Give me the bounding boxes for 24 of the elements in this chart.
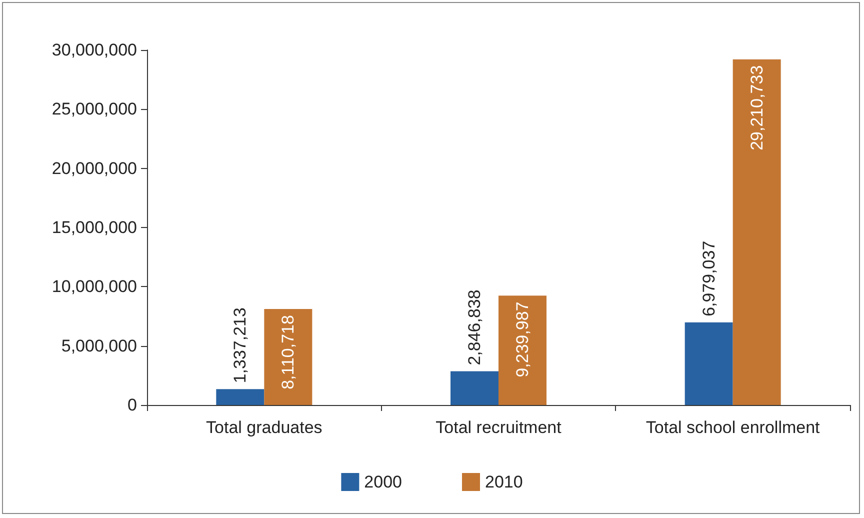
y-tick-label: 30,000,000 [52, 40, 137, 60]
data-label: 9,239,987 [513, 302, 532, 378]
data-label: 2,846,838 [465, 290, 484, 366]
x-tick-label: Total school enrollment [646, 418, 820, 437]
x-tick-label: Total graduates [206, 418, 322, 437]
bar [732, 59, 781, 405]
data-label: 1,337,213 [230, 308, 250, 384]
bar [216, 389, 264, 405]
data-label: 29,210,733 [747, 65, 766, 150]
legend-label: 2000 [364, 472, 402, 492]
bar [450, 371, 498, 405]
bar [498, 296, 546, 405]
y-tick-label: 20,000,000 [52, 158, 137, 178]
x-tick-label: Total recruitment [436, 418, 562, 437]
y-tick-label: 10,000,000 [52, 277, 137, 296]
bar [684, 322, 733, 405]
y-tick-label: 5,000,000 [61, 336, 137, 356]
y-tick-label: 0 [128, 396, 137, 414]
y-tick-label: 15,000,000 [52, 218, 137, 237]
data-label: 8,110,718 [278, 315, 298, 390]
data-label: 6,979,037 [699, 240, 718, 316]
y-tick-label: 25,000,000 [52, 100, 137, 119]
bar [264, 309, 312, 405]
legend-label: 2010 [485, 472, 523, 492]
